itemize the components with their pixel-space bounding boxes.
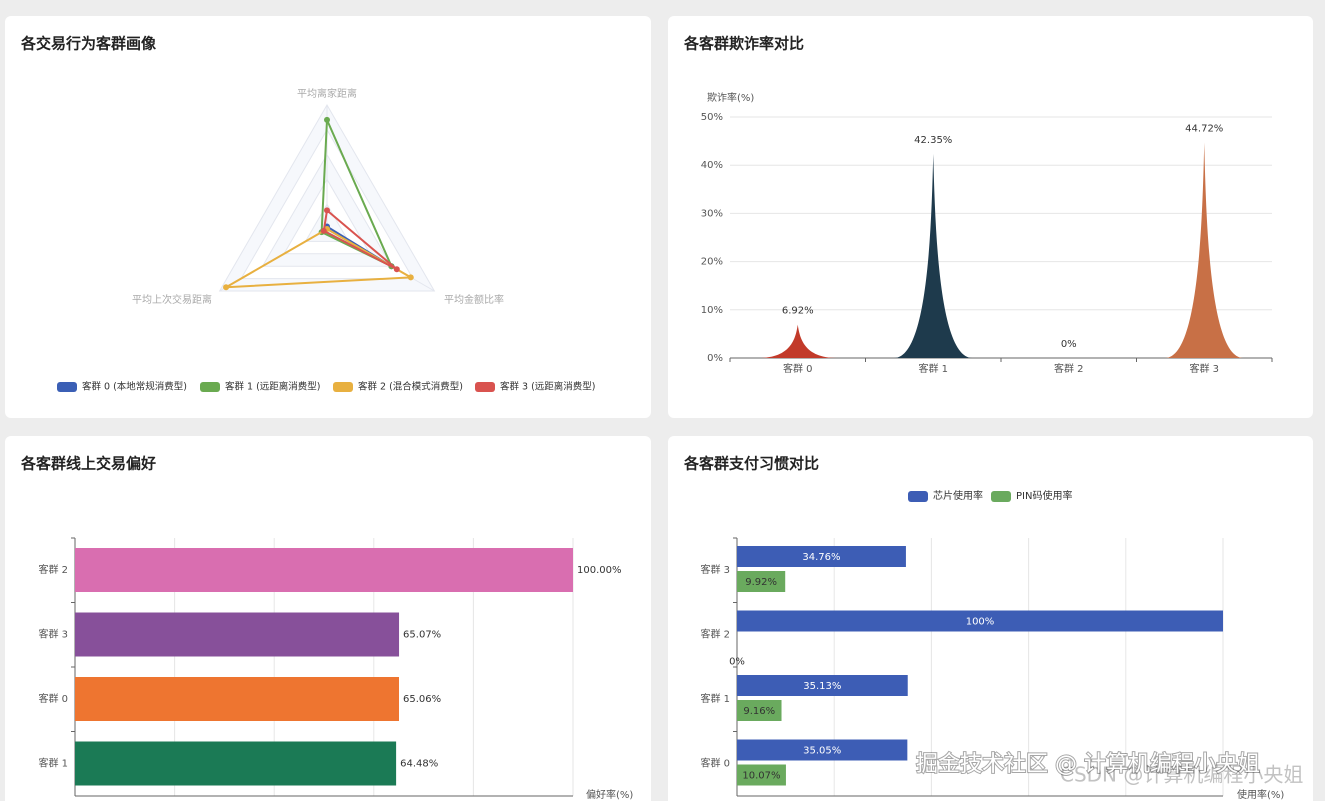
y-tick-label: 40% xyxy=(701,160,723,171)
bar xyxy=(737,546,906,567)
bar xyxy=(737,700,782,721)
y-tick-label: 客群 2 xyxy=(700,628,730,641)
radar-point xyxy=(407,274,414,281)
value-label: 35.05% xyxy=(803,746,841,757)
legend-swatch xyxy=(475,382,495,392)
y-tick-label: 20% xyxy=(701,257,723,268)
y-tick-label: 50% xyxy=(701,112,723,123)
value-label: 0% xyxy=(729,657,745,668)
y-tick-label: 10% xyxy=(701,305,723,316)
bar xyxy=(75,548,573,592)
y-tick-label: 客群 0 xyxy=(700,757,730,770)
value-label: 100.00% xyxy=(577,565,622,576)
value-label: 64.48% xyxy=(400,759,438,770)
legend-label: 客群 0 (本地常规消费型) xyxy=(82,381,187,393)
spike xyxy=(1164,142,1244,358)
spike xyxy=(758,324,838,358)
y-tick-label: 客群 0 xyxy=(38,692,68,705)
y-tick-label: 客群 3 xyxy=(38,628,68,641)
bar xyxy=(75,612,400,657)
bar xyxy=(737,739,908,761)
value-label: 0% xyxy=(1061,339,1077,350)
x-tick-label: 客群 3 xyxy=(1189,362,1219,375)
legend-label: 芯片使用率 xyxy=(933,489,983,502)
legend-swatch xyxy=(333,382,353,392)
bar xyxy=(737,675,908,696)
legend-label: 客群 2 (混合模式消费型) xyxy=(358,381,463,393)
axis-title: 欺诈率(%) xyxy=(707,91,754,104)
legend-label: 客群 3 (远距离消费型) xyxy=(500,381,596,393)
bar xyxy=(737,764,786,786)
x-tick-label: 客群 0 xyxy=(783,362,813,375)
axis-title: 偏好率(%) xyxy=(586,788,633,801)
radar-point xyxy=(223,284,230,291)
axis-title: 使用率(%) xyxy=(1237,788,1284,801)
chart-title: 各客群支付习惯对比 xyxy=(683,455,819,473)
radar-line xyxy=(225,227,415,289)
radar-point xyxy=(320,227,327,234)
indicator-label: 平均上次交易距离 xyxy=(132,293,212,306)
value-label: 35.13% xyxy=(803,681,841,692)
value-label: 9.16% xyxy=(743,706,775,717)
chart-title: 各客群欺诈率对比 xyxy=(683,35,804,53)
value-label: 42.35% xyxy=(914,135,952,146)
value-label: 100% xyxy=(966,617,995,628)
bar xyxy=(737,571,786,592)
chart-title: 各客群线上交易偏好 xyxy=(20,455,156,473)
y-tick-label: 客群 1 xyxy=(700,692,730,705)
value-label: 65.07% xyxy=(403,630,441,641)
value-label: 65.06% xyxy=(403,694,441,705)
value-label: 10.07% xyxy=(742,771,780,782)
y-tick-label: 客群 2 xyxy=(38,563,68,576)
radar-point xyxy=(393,266,400,273)
legend-swatch xyxy=(908,491,928,502)
radar-point xyxy=(324,207,330,214)
indicator-label: 平均金额比率 xyxy=(444,293,504,306)
legend-label: 客群 1 (远距离消费型) xyxy=(225,381,321,393)
y-tick-label: 30% xyxy=(701,208,723,219)
x-tick-label: 客群 2 xyxy=(1054,362,1084,375)
x-tick-label: 客群 1 xyxy=(918,362,948,375)
y-tick-label: 客群 3 xyxy=(700,563,730,576)
value-label: 9.92% xyxy=(745,577,777,588)
chart-title: 各交易行为客群画像 xyxy=(20,35,157,53)
radar-line xyxy=(322,208,398,271)
y-tick-label: 0% xyxy=(707,353,723,364)
indicator-label: 平均离家距离 xyxy=(297,87,357,100)
spike xyxy=(893,153,973,358)
legend-swatch xyxy=(200,382,220,392)
bar xyxy=(75,741,397,786)
value-label: 34.76% xyxy=(802,552,840,563)
watermark: CSDN @计算机编程小央姐 xyxy=(1060,763,1303,787)
y-tick-label: 客群 1 xyxy=(38,757,68,770)
bar xyxy=(75,677,399,721)
legend-swatch xyxy=(57,382,77,392)
legend-swatch xyxy=(991,491,1011,502)
bar xyxy=(737,610,1223,632)
watermark: 掘金技术社区 @ 计算机编程小央姐 xyxy=(916,752,1260,777)
value-label: 44.72% xyxy=(1185,123,1223,134)
legend-label: PIN码使用率 xyxy=(1016,489,1072,502)
value-label: 6.92% xyxy=(782,306,814,317)
radar-point xyxy=(324,116,330,123)
